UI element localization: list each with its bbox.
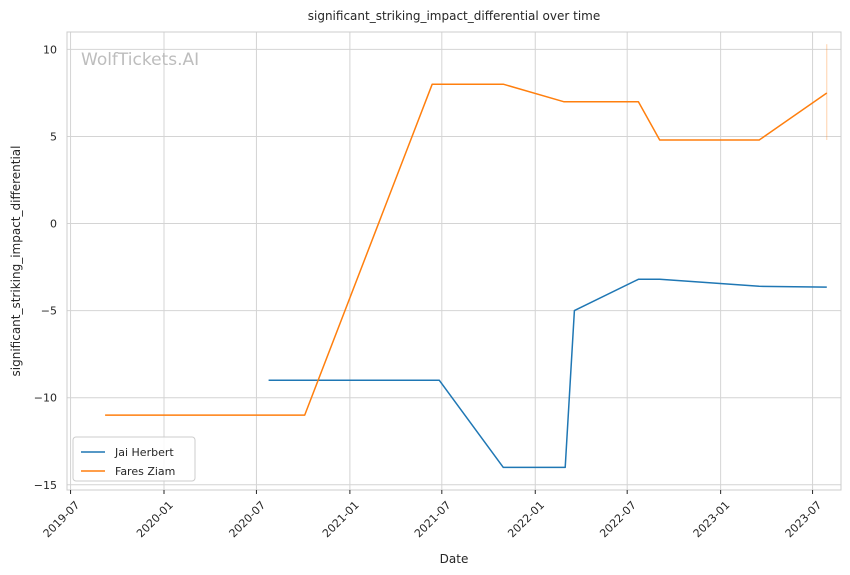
y-tick-label: 0 <box>50 218 57 231</box>
x-tick-label: 2023-01 <box>691 499 733 541</box>
y-tick-label: −5 <box>41 305 57 318</box>
legend: Jai Herbert Fares Ziam <box>72 436 196 482</box>
legend-label-1: Fares Ziam <box>115 465 175 478</box>
legend-label-0: Jai Herbert <box>114 446 174 459</box>
chart-title: significant_striking_impact_differential… <box>308 9 600 23</box>
series-layer <box>105 44 828 469</box>
watermark-text: WolfTickets.AI <box>81 50 199 70</box>
x-tick-label: 2022-01 <box>505 499 547 541</box>
x-tick-label: 2021-07 <box>412 499 454 541</box>
series-line-1 <box>105 83 828 416</box>
x-axis-title: Date <box>440 552 469 566</box>
plot-frame <box>66 31 842 491</box>
x-tick-label: 2023-07 <box>783 499 825 541</box>
y-axis-title: significant_striking_impact_differential <box>9 146 23 377</box>
x-tick-label: 2022-07 <box>597 499 639 541</box>
y-tick-label: 5 <box>50 130 57 143</box>
legend-box <box>72 436 196 482</box>
x-tick-label: 2020-01 <box>134 499 176 541</box>
x-tick-label: 2019-07 <box>41 499 83 541</box>
grid <box>67 32 841 490</box>
x-tick-label: 2020-07 <box>227 499 269 541</box>
x-tick-label: 2021-01 <box>320 499 362 541</box>
y-tick-label: −15 <box>34 479 57 492</box>
y-tick-label: −10 <box>34 392 57 405</box>
series-line-0 <box>268 278 827 469</box>
y-tick-label: 10 <box>43 43 57 56</box>
